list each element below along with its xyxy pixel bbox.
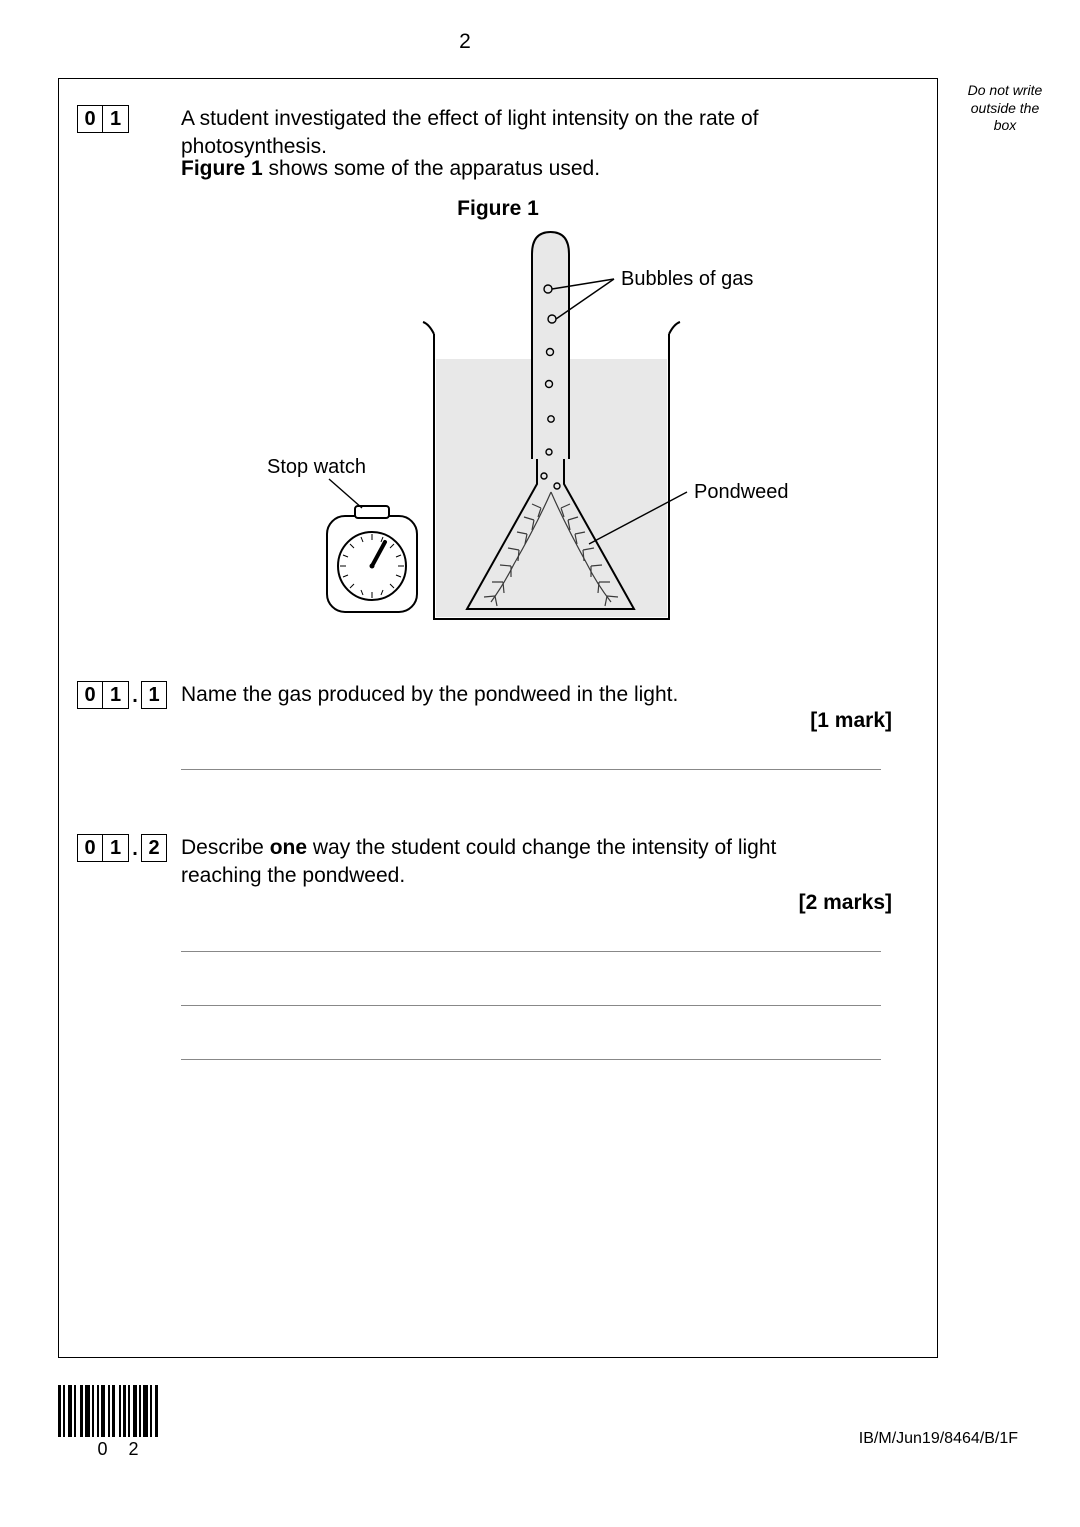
qbox-d1: 0: [77, 105, 103, 133]
q2-answer-line-1[interactable]: [181, 951, 881, 952]
barcode: 0 2: [58, 1385, 178, 1460]
barcode-label: 0 2: [58, 1439, 178, 1460]
question-number-01: 0 1: [77, 105, 129, 133]
q2-text-bold: one: [270, 836, 307, 859]
footer-reference: IB/M/Jun19/8464/B/1F: [859, 1430, 1018, 1448]
figure-intro-bold: Figure 1: [181, 157, 263, 180]
margin-note-l3: box: [994, 117, 1017, 133]
content-frame: 0 1 A student investigated the effect of…: [58, 78, 938, 1358]
question-intro: A student investigated the effect of lig…: [181, 105, 901, 162]
q2-answer-line-2[interactable]: [181, 1005, 881, 1006]
q2-text-a: Describe: [181, 836, 270, 859]
qdot-012: .: [129, 834, 141, 862]
qbox-011-b: 1: [103, 681, 129, 709]
figure-intro-rest: shows some of the apparatus used.: [263, 157, 600, 180]
qbox-012-a: 0: [77, 834, 103, 862]
qdot-011: .: [129, 681, 141, 709]
figure-1-diagram: Bubbles of gas Pondweed Stop watch: [219, 224, 779, 654]
margin-note-l2: outside the: [971, 100, 1040, 116]
barcode-stripes: [58, 1385, 178, 1437]
margin-note-l1: Do not write: [968, 82, 1043, 98]
q1-text: Name the gas produced by the pondweed in…: [181, 681, 678, 709]
label-pondweed: Pondweed: [694, 481, 789, 504]
qbox-011-a: 0: [77, 681, 103, 709]
q1-answer-line[interactable]: [181, 769, 881, 770]
figure-intro: Figure 1 shows some of the apparatus use…: [181, 155, 600, 183]
q2-marks: [2 marks]: [799, 891, 892, 915]
figure-title: Figure 1: [59, 197, 937, 221]
page-number: 2: [0, 30, 930, 54]
qbox-012-b: 1: [103, 834, 129, 862]
label-bubbles-of-gas: Bubbles of gas: [621, 268, 753, 291]
question-number-01-1: 0 1 . 1: [77, 681, 167, 709]
q2-text: Describe one way the student could chang…: [181, 834, 821, 891]
qbox-d2: 1: [103, 105, 129, 133]
qbox-011-c: 1: [141, 681, 167, 709]
q2-answer-line-3[interactable]: [181, 1059, 881, 1060]
label-stopwatch: Stop watch: [267, 456, 366, 479]
qbox-012-c: 2: [141, 834, 167, 862]
question-number-01-2: 0 1 . 2: [77, 834, 167, 862]
q1-marks: [1 mark]: [810, 709, 892, 733]
margin-note: Do not write outside the box: [950, 82, 1060, 135]
